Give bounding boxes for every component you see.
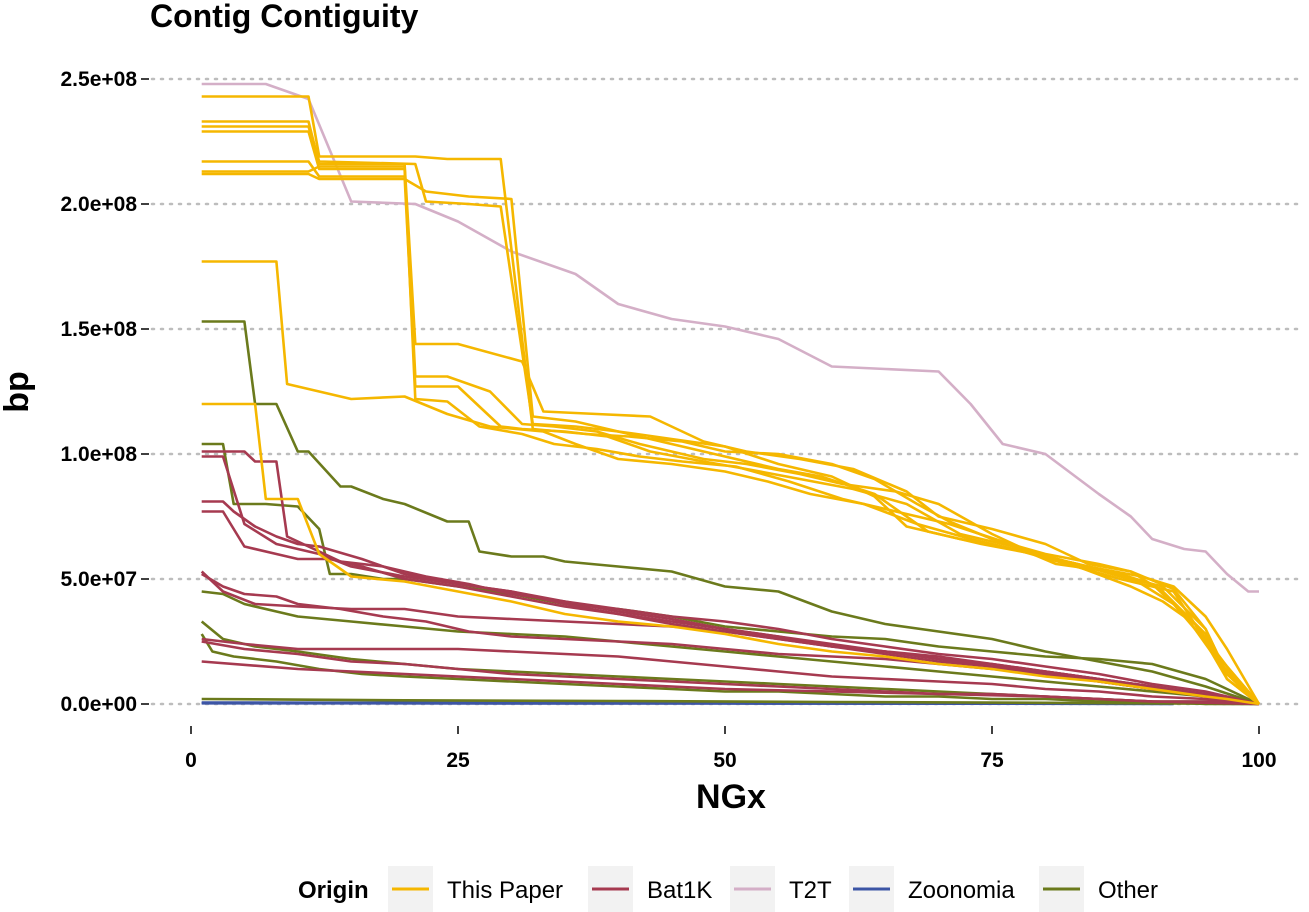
y-tick-label: 5.0e+07 bbox=[61, 568, 138, 591]
series-line-this-paper bbox=[201, 120, 1260, 706]
series-line-bat1k bbox=[201, 660, 1260, 706]
y-tick-label: 2.0e+08 bbox=[61, 193, 138, 216]
y-tick-label: 0.0e+00 bbox=[61, 693, 138, 716]
legend-label-other: Other bbox=[1098, 877, 1158, 904]
legend-label-t2t: T2T bbox=[789, 877, 832, 904]
series-line-this-paper bbox=[201, 130, 1260, 705]
series-line-other bbox=[201, 697, 1260, 706]
series-line-other bbox=[201, 590, 1260, 706]
series-line-bat1k bbox=[201, 572, 1260, 706]
data-series bbox=[200, 82, 1261, 706]
series-line-this-paper bbox=[201, 125, 1260, 705]
y-tick-label: 2.5e+08 bbox=[61, 68, 138, 91]
x-axis-title: NGx bbox=[696, 778, 766, 816]
series-line-bat1k bbox=[201, 637, 1260, 706]
series-line-other bbox=[201, 320, 1260, 706]
x-axis: 0 25 50 75 100 bbox=[185, 726, 1277, 772]
series-line-this-paper bbox=[201, 172, 1261, 705]
legend-label-zoonomia: Zoonomia bbox=[908, 877, 1015, 904]
y-axis: 0.0e+00 5.0e+07 1.0e+08 1.5e+08 2.0e+08 2.5e+… bbox=[61, 68, 149, 716]
y-tick-label: 1.5e+08 bbox=[61, 318, 138, 341]
legend-label-this-paper: This Paper bbox=[447, 877, 563, 904]
series-line-t2t bbox=[201, 82, 1259, 593]
legend: Origin This Paper Bat1K T2T Zoonomia Other bbox=[298, 866, 1158, 912]
x-tick-label: 100 bbox=[1241, 749, 1276, 772]
series-line-this-paper bbox=[201, 402, 1260, 706]
legend-label-bat1k: Bat1K bbox=[647, 877, 712, 904]
series-line-this-paper bbox=[201, 260, 1260, 706]
x-tick-label: 25 bbox=[446, 749, 470, 772]
x-tick-label: 50 bbox=[713, 749, 736, 772]
series-line-other bbox=[200, 633, 1259, 706]
legend-title: Origin bbox=[298, 877, 369, 904]
x-tick-label: 75 bbox=[980, 749, 1004, 772]
series-line-bat1k bbox=[201, 500, 1260, 706]
series-line-this-paper bbox=[201, 165, 1260, 705]
y-tick-label: 1.0e+08 bbox=[61, 443, 138, 466]
chart-title: Contig Contiguity bbox=[150, 0, 419, 34]
x-tick-label: 0 bbox=[185, 749, 197, 772]
y-axis-title: bp bbox=[0, 371, 36, 413]
